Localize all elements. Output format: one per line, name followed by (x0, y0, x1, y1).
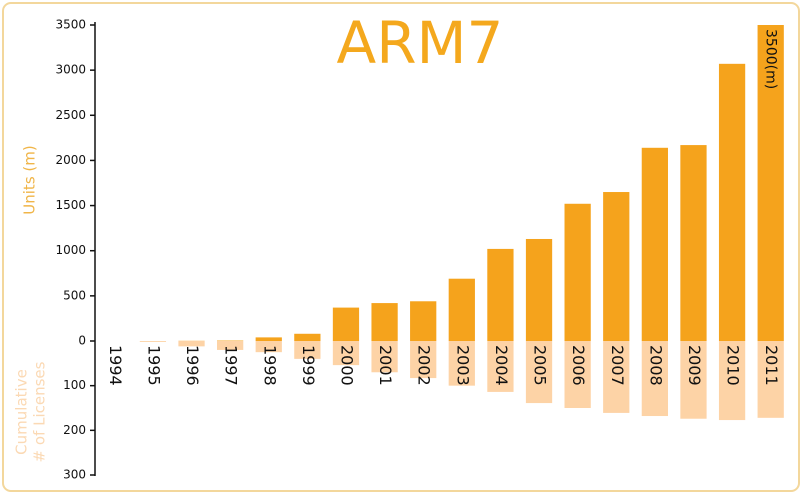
bar (332, 307, 360, 341)
bar (757, 25, 784, 341)
x-tick-label: 1995 (144, 345, 163, 386)
bar (718, 341, 746, 421)
y2-tick-label: 200 (63, 423, 86, 437)
x-tick-label: 1996 (183, 345, 202, 386)
x-tick-label: 2008 (646, 345, 665, 386)
x-tick-label: 2001 (376, 345, 395, 386)
bar (294, 341, 321, 359)
bar (680, 145, 707, 341)
y-tick-label: 2000 (55, 153, 86, 167)
bar (641, 147, 668, 341)
x-tick-label: 2009 (685, 345, 704, 386)
bar (525, 238, 553, 341)
value-label: 3500(m) (763, 29, 779, 89)
bar (255, 337, 282, 341)
x-tick-label: 1999 (299, 345, 318, 386)
bar (680, 341, 707, 419)
bar (487, 341, 514, 392)
bar (332, 341, 360, 366)
x-tick-label: 2007 (608, 345, 627, 386)
y-tick-label: 3000 (55, 63, 86, 77)
bar (255, 341, 282, 353)
x-tick-label: 2006 (569, 345, 588, 386)
x-tick-label: 2004 (492, 345, 511, 386)
bar (757, 341, 784, 418)
bar (448, 278, 475, 341)
x-tick-label: 1997 (222, 345, 241, 386)
y-tick-label: 0 (78, 334, 86, 348)
x-tick-label: 2000 (337, 345, 356, 386)
bar (410, 301, 437, 341)
y-tick-label: 500 (63, 288, 86, 302)
bar (718, 63, 746, 342)
x-tick-label: 2011 (762, 345, 781, 386)
bar (603, 341, 630, 413)
y-tick-label: 1500 (55, 198, 86, 212)
bar (294, 333, 321, 341)
y-axis-label: Units (m) (21, 145, 39, 214)
y-tick-label: 1000 (55, 243, 86, 257)
bar (178, 341, 205, 347)
x-tick-label: 2005 (531, 345, 550, 386)
x-tick-label: 2003 (453, 345, 472, 386)
y2-tick-label: 100 (63, 378, 86, 392)
bar (564, 203, 591, 341)
y2-axis-label: # of Licenses (31, 361, 49, 462)
y-tick-label: 2500 (55, 108, 86, 122)
y2-tick-label: 300 (63, 468, 86, 482)
bar (371, 341, 398, 373)
y-tick-label: 3500 (55, 18, 86, 32)
bar (139, 341, 167, 342)
x-tick-label: 2010 (724, 345, 743, 386)
bar (525, 341, 553, 404)
bar (410, 341, 437, 379)
bar (487, 248, 514, 341)
x-tick-label: 1994 (106, 345, 125, 386)
bar (371, 303, 398, 341)
bar (641, 341, 668, 417)
y2-axis-label: Cumulative (13, 369, 31, 455)
bar (603, 192, 630, 341)
bar (564, 341, 591, 408)
x-tick-label: 2002 (415, 345, 434, 386)
chart-title: ARM7 (337, 9, 504, 77)
bar (448, 341, 475, 386)
x-tick-label: 1998 (260, 345, 279, 386)
bar (217, 341, 244, 350)
